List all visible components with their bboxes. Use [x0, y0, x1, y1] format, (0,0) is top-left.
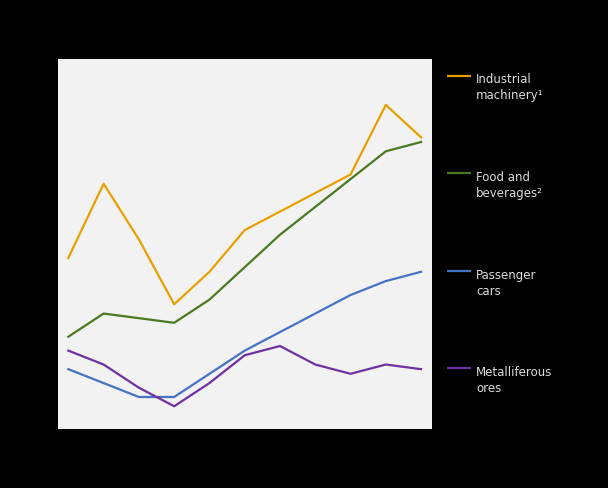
- Text: Passenger
cars: Passenger cars: [476, 268, 537, 298]
- Text: Industrial
machinery¹: Industrial machinery¹: [476, 73, 544, 102]
- Text: Metalliferous
ores: Metalliferous ores: [476, 366, 553, 395]
- Text: Food and
beverages²: Food and beverages²: [476, 171, 543, 200]
